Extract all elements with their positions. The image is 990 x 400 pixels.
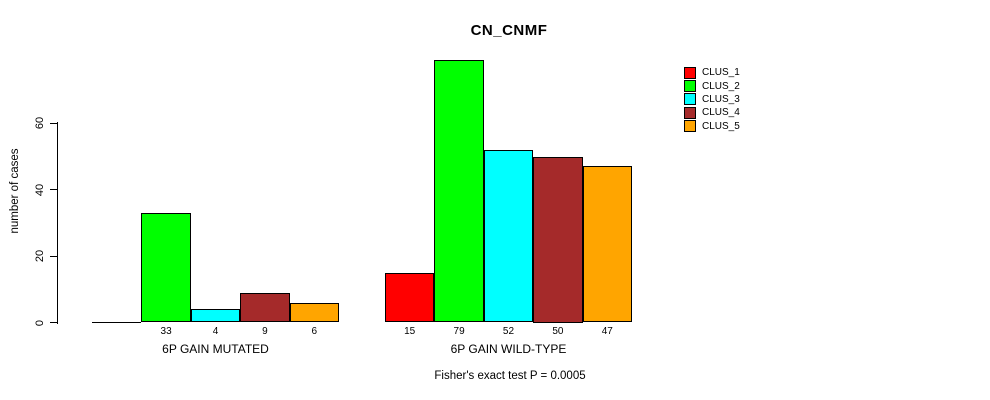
y-axis-tick [50,122,57,124]
bar-clus_5 [582,166,632,323]
y-axis-label: number of cases [9,148,21,234]
bar-value-label: 15 [404,326,416,337]
legend-item: CLUS_3 [684,93,740,106]
bar-value-label: 50 [552,326,564,337]
legend-swatch-clus_2 [684,80,696,93]
bar-clus_1 [92,322,142,323]
legend-label: CLUS_4 [702,107,740,119]
y-axis-tick [50,322,57,323]
legend-label: CLUS_3 [702,93,740,105]
bar-clus_5 [289,302,339,323]
bar-value-label: 4 [212,326,219,337]
bar-clus_3 [483,149,534,323]
bar-clus_1 [385,272,435,323]
legend-swatch-clus_1 [684,66,696,79]
legend-item: CLUS_4 [684,106,740,119]
legend-swatch-clus_4 [684,106,696,119]
y-axis-tick-label: 40 [34,183,46,196]
y-axis-line [57,122,58,324]
y-axis-tick-label: 60 [34,117,46,130]
bar-clus_4 [240,292,290,323]
y-axis-tick [50,189,57,191]
y-axis-tick-label: 20 [34,249,46,263]
group-label: 6P GAIN WILD-TYPE [450,342,567,356]
legend: CLUS_1 CLUS_2 CLUS_3 CLUS_4 CLUS_5 [684,66,740,133]
legend-swatch-clus_5 [684,120,696,133]
legend-label: CLUS_5 [702,120,740,132]
bar-value-label: 9 [262,326,268,337]
legend-swatch-clus_3 [684,93,696,106]
bar-value-label: 52 [502,326,515,337]
legend-item: CLUS_2 [684,79,740,93]
group-label: 6P GAIN MUTATED [162,342,269,356]
legend-item: CLUS_5 [684,120,740,133]
legend-label: CLUS_2 [702,80,740,92]
bar-clus_4 [533,156,583,323]
bar-value-label: 79 [453,326,465,337]
y-axis-tick-label: 0 [34,319,46,326]
footnote: Fisher's exact test P = 0.0005 [434,370,586,382]
bar-value-label: 6 [311,326,318,337]
legend-label: CLUS_1 [702,67,740,79]
bar-value-label: 33 [160,326,172,337]
legend-item: CLUS_1 [684,66,740,79]
bar-clus_2 [434,60,484,323]
chart-title: CN_CNMF [470,22,548,39]
bar-clus_3 [190,309,241,323]
bar-value-label: 47 [601,326,613,337]
y-axis-tick [50,255,57,257]
bar-clus_2 [141,212,191,323]
